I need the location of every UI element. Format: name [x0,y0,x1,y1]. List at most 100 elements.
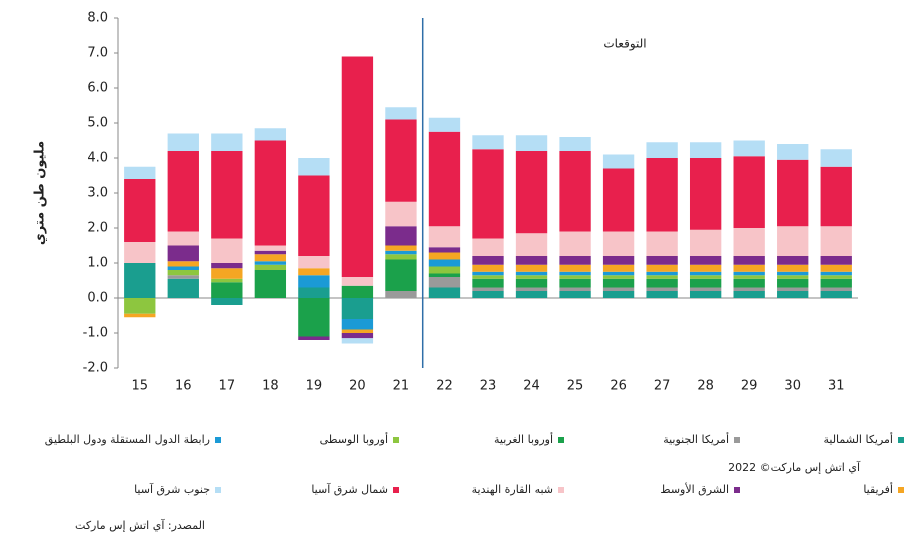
bar-segment [602,271,635,276]
bar-segment [515,278,548,288]
bar-segment [602,264,635,272]
bar-segment [472,149,504,239]
legend-swatch [558,487,564,493]
bar-segment [559,271,591,276]
legend-label: الشرق الأوسط [660,482,729,496]
bar-segment [689,256,722,265]
bar-segment [211,133,243,151]
bar-segment [777,291,809,298]
bar-segment [211,151,243,239]
bar-segment [820,149,852,167]
y-tick-label: -2.0 [83,361,108,376]
bar-segment [602,275,635,279]
bar-segment [428,117,461,132]
bar-segment [298,175,330,256]
bar-segment [777,144,809,160]
y-tick-label: 4.0 [87,151,108,166]
legend-swatch [558,437,564,443]
bar-segment [298,336,330,340]
bar-segment [428,287,461,298]
y-tick-label: 7.0 [87,46,108,61]
x-tick-label: 19 [306,379,323,394]
legend-swatch [215,437,221,443]
bar-segment [167,275,199,279]
bar-segment [211,263,243,269]
bar-segment [211,238,243,263]
bar-segment [428,247,461,253]
bar-segment [777,278,809,288]
bar-segment [820,287,852,291]
bar-segment [124,298,156,314]
y-tick-label: 1.0 [87,256,108,271]
bar-segment [559,256,591,265]
y-axis-label: مليون طن متري [33,141,48,245]
x-tick-label: 30 [784,379,801,394]
bar-segment [646,275,678,279]
bar-segment [777,264,809,272]
bar-segment [211,298,243,305]
forecast-label: التوقعات [603,37,646,52]
bar-segment [777,275,809,279]
bar-segment [385,250,417,255]
bar-segment [472,256,504,265]
bar-segment [167,245,199,262]
bar-segment [428,266,461,274]
copyright: آي اتش إس ماركت© 2022 [728,460,861,474]
bar-segment [559,275,591,279]
bar-segment [515,151,548,234]
bar-segment [515,135,548,151]
bar-segment [602,154,635,169]
bar-segment [254,261,287,265]
bar-segment [777,287,809,291]
x-tick-label: 29 [741,379,758,394]
y-tick-label: 5.0 [87,116,108,131]
bar-segment [559,231,591,256]
x-tick-label: 16 [175,379,192,394]
bar-segment [298,158,330,176]
bar-segment [472,287,504,291]
bar-segment [559,278,591,288]
bar-segment [515,264,548,272]
bar-segment [820,291,852,298]
bar-segment [428,259,461,267]
legend-label: شبه القارة الهندية [472,483,553,496]
bar-segment [689,142,722,158]
x-tick-label: 21 [393,379,410,394]
bar-segment [515,256,548,265]
x-tick-label: 31 [828,379,845,394]
bar-segment [689,287,722,291]
bar-segment [559,151,591,232]
bar-segment [733,228,765,256]
bar-segment [646,142,678,158]
bar-segment [298,287,330,298]
bar-segment [515,287,548,291]
legend-swatch [734,487,740,493]
bar-segment [472,271,504,276]
bar-segment [602,231,635,256]
y-tick-label: 8.0 [87,11,108,26]
legend-label: أوروبا الوسطى [320,432,388,446]
x-tick-label: 22 [436,379,453,394]
bar-segment [298,275,330,288]
bar-segment [777,256,809,265]
bar-segment [515,233,548,256]
bar-segment [733,140,765,157]
bar-segment [341,298,374,319]
bar-segment [733,156,765,228]
bar-segment [254,140,287,246]
bar-segment [820,264,852,272]
bar-segment [472,275,504,279]
legend-label: أمريكا الجنوبية [663,432,729,446]
bar-segment [211,268,243,279]
x-tick-label: 20 [349,379,366,394]
y-tick-label: 3.0 [87,186,108,201]
bar-segment [820,278,852,288]
bar-segment [820,166,852,227]
y-tick-label: 0.0 [87,291,108,306]
legend-swatch [215,487,221,493]
bar-segment [602,256,635,265]
bar-segment [602,291,635,298]
bar-segment [254,254,287,262]
bar-segment [428,131,461,227]
